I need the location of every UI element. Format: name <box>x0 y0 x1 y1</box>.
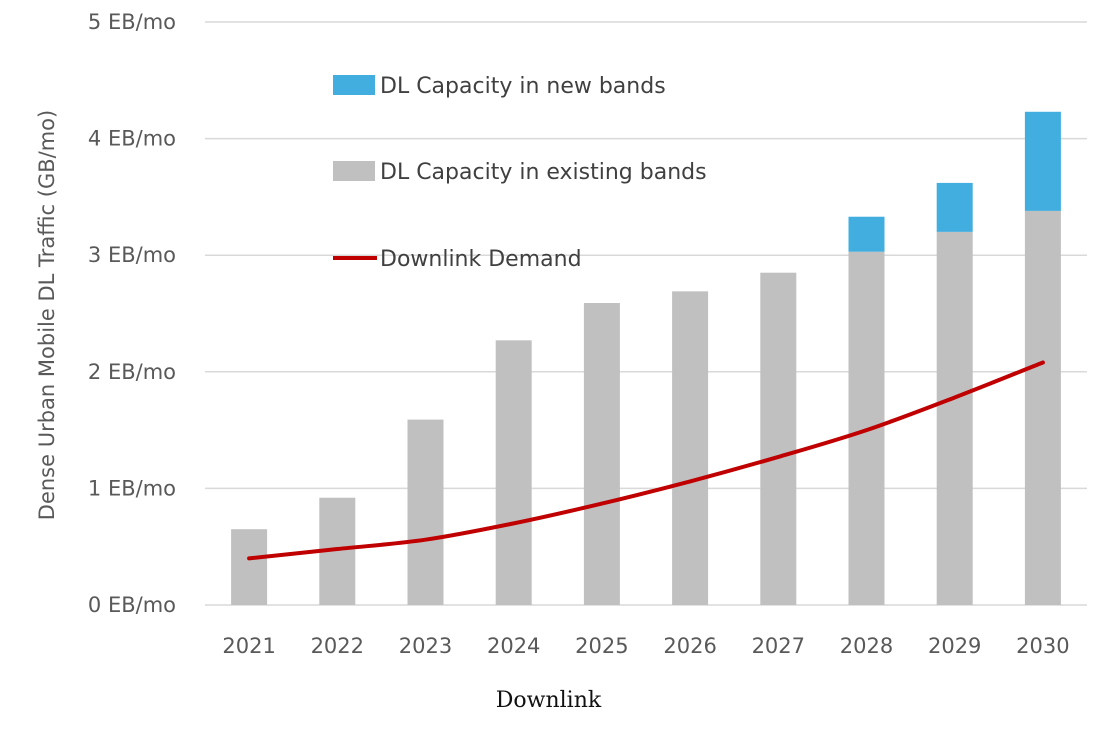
x-tick-label-2030: 2030 <box>1016 634 1069 658</box>
bar-existing-2025 <box>583 303 620 605</box>
legend-label-existing-bands: DL Capacity in existing bands <box>380 160 707 185</box>
y-tick-label-0: 0 EB/mo <box>88 593 176 617</box>
x-tick-label-2028: 2028 <box>840 634 893 658</box>
legend: DL Capacity in new bands DL Capacity in … <box>333 74 707 272</box>
x-tick-label-2025: 2025 <box>575 634 628 658</box>
y-axis-label: Dense Urban Mobile DL Traffic (GB/mo) <box>35 110 59 520</box>
bar-existing-2021 <box>231 529 268 605</box>
y-tick-label-1: 1 EB/mo <box>88 476 176 500</box>
x-tick-label-2023: 2023 <box>399 634 452 658</box>
x-tick-label-2022: 2022 <box>311 634 364 658</box>
bar-new-2028 <box>848 216 885 252</box>
legend-label-new-bands: DL Capacity in new bands <box>380 74 666 99</box>
x-axis-ticks: 2021 2022 2023 2024 2025 2026 2027 2028 2029 2030 <box>222 634 1069 658</box>
y-tick-label-3: 3 EB/mo <box>88 243 176 267</box>
x-tick-label-2027: 2027 <box>752 634 805 658</box>
y-axis-ticks: 0 EB/mo 1 EB/mo 2 EB/mo 3 EB/mo 4 EB/mo 5 EB/… <box>88 10 176 617</box>
downlink-demand-line <box>247 360 1045 561</box>
legend-label-downlink-demand: Downlink Demand <box>380 247 582 272</box>
x-tick-label-2026: 2026 <box>663 634 716 658</box>
demand-line-group <box>247 360 1045 561</box>
figure-caption: Downlink <box>495 688 602 713</box>
x-tick-label-2024: 2024 <box>487 634 540 658</box>
bar-existing-2027 <box>760 272 797 605</box>
bars <box>231 111 1061 605</box>
bar-new-2030 <box>1024 111 1061 211</box>
bar-existing-2026 <box>672 291 709 605</box>
bar-existing-2024 <box>495 340 532 605</box>
legend-swatch-existing-bands <box>333 161 375 181</box>
bar-existing-2030 <box>1024 210 1061 605</box>
bar-new-2029 <box>936 182 973 232</box>
x-tick-label-2029: 2029 <box>928 634 981 658</box>
x-tick-label-2021: 2021 <box>222 634 275 658</box>
y-tick-label-5: 5 EB/mo <box>88 10 176 34</box>
legend-swatch-new-bands <box>333 75 375 95</box>
y-tick-label-2: 2 EB/mo <box>88 360 176 384</box>
y-tick-label-4: 4 EB/mo <box>88 127 176 151</box>
bar-existing-2029 <box>936 231 973 605</box>
bar-existing-2023 <box>407 419 444 605</box>
